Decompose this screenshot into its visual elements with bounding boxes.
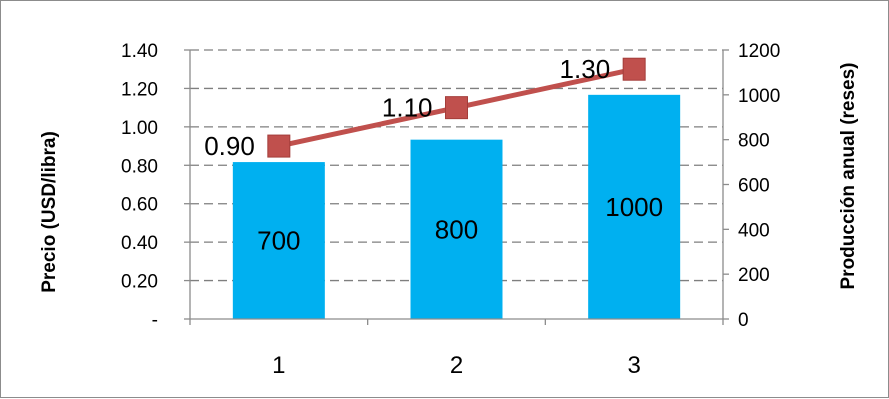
bar-series (232, 94, 681, 319)
x-tick-label: 1 (272, 352, 285, 379)
bar-value-label: 800 (435, 214, 478, 244)
right-tick-label: 1000 (738, 86, 780, 107)
left-tick-label: 1.00 (121, 118, 158, 139)
line-series (267, 57, 646, 158)
left-tick-label: 0.40 (121, 233, 158, 254)
x-tick-label: 2 (450, 352, 463, 379)
left-tick-label: 0.60 (121, 195, 158, 216)
right-tick-label: 200 (738, 265, 770, 286)
left-tick-label: 1.20 (121, 79, 158, 100)
left-tick-label: - (152, 310, 158, 331)
left-tick-label: 1.40 (121, 41, 158, 62)
right-tick-label: 0 (738, 310, 749, 331)
line-marker (445, 96, 468, 120)
right-tick-label: 800 (738, 131, 770, 152)
bar-value-label: 700 (257, 226, 300, 256)
data-labels: 700 800 1000 0.90 1.10 1.30 (204, 54, 663, 255)
right-axis-title: Producción anual (reses) (838, 62, 859, 289)
right-tick-label: 400 (738, 220, 770, 241)
left-axis-title: Precio (USD/libra) (39, 131, 60, 293)
right-tick-label: 1200 (738, 41, 780, 62)
line-value-label: 0.90 (204, 131, 255, 161)
bar (410, 139, 503, 319)
line-marker (267, 134, 291, 158)
left-tick-label: 0.20 (121, 272, 158, 293)
left-tick-label: 0.80 (121, 156, 158, 177)
line-value-label: 1.10 (382, 93, 433, 123)
bar (588, 94, 681, 319)
line-value-label: 1.30 (560, 54, 611, 84)
line-marker (622, 57, 646, 81)
bar (232, 162, 325, 319)
axes: - 0.20 0.40 0.60 0.80 1.00 1.20 1.40 0 200 400 600 8… (121, 41, 780, 379)
right-tick-label: 600 (738, 176, 770, 197)
bar-value-label: 1000 (605, 192, 663, 222)
x-tick-label: 3 (627, 352, 640, 379)
